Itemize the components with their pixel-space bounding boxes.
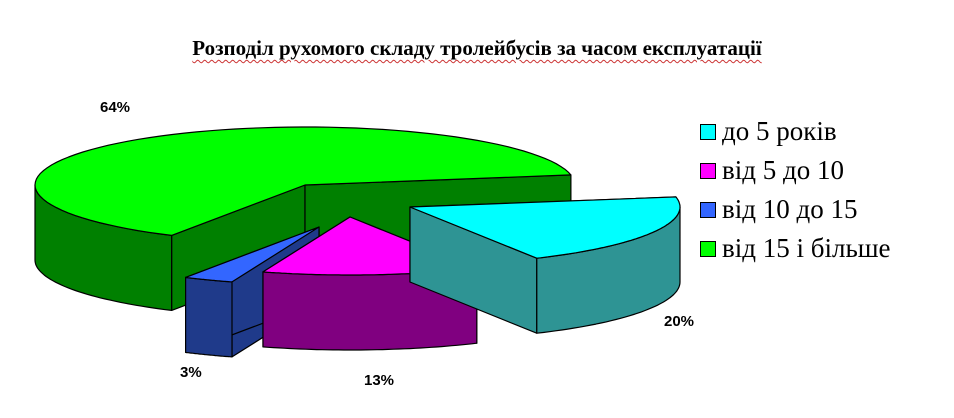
data-label-3: 64% (100, 99, 131, 116)
legend-label: від 10 до 15 (722, 194, 858, 224)
data-label-2: 3% (180, 364, 202, 381)
legend-item: до 5 років (700, 112, 891, 151)
chart-title: Розподіл рухомого складу тролейбусів за … (192, 36, 762, 60)
legend-swatch (700, 240, 716, 257)
legend: до 5 років від 5 до 10 від 10 до 15 від … (700, 112, 891, 268)
legend-label: до 5 років (722, 116, 837, 146)
legend-item: від 5 до 10 (700, 151, 891, 190)
data-label-0: 20% (664, 313, 695, 330)
pie-slice-3 (34, 126, 572, 236)
legend-swatch (700, 162, 716, 179)
legend-swatch (700, 123, 716, 140)
pie-slice-0 (409, 196, 681, 259)
legend-swatch (700, 201, 716, 218)
slice-outer-wall (185, 276, 233, 358)
legend-item: від 15 і більше (700, 229, 891, 268)
legend-label: від 15 і більше (722, 233, 891, 263)
data-label-1: 13% (364, 372, 395, 389)
legend-item: від 10 до 15 (700, 190, 891, 229)
pie-slice-2 (185, 226, 320, 283)
legend-label: від 5 до 10 (722, 155, 844, 185)
